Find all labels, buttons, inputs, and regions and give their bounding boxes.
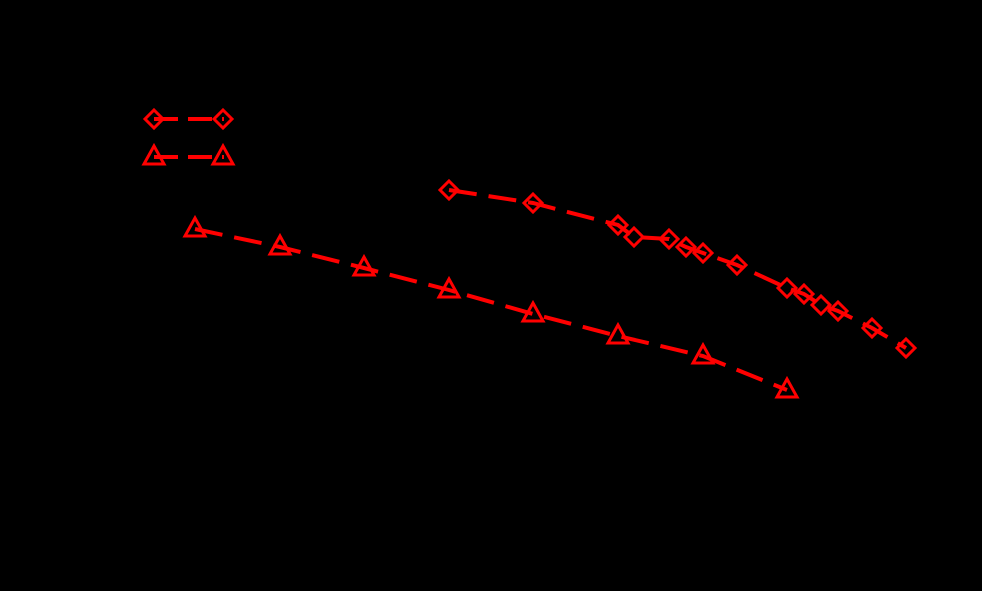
diamond-marker-icon: [674, 235, 698, 259]
diamond-marker-icon: [775, 276, 799, 300]
series-triangle: [182, 214, 800, 399]
series-diamond: [437, 178, 918, 360]
diamond-marker-icon: [860, 316, 884, 340]
triangle-marker-icon: [690, 341, 716, 365]
series-line: [448, 188, 908, 350]
diamond-marker-icon: [521, 191, 545, 215]
diamond-marker-icon: [142, 107, 166, 131]
triangle-marker-icon: [351, 253, 377, 277]
triangle-marker-icon: [267, 232, 293, 256]
diamond-marker-icon: [657, 227, 681, 251]
diamond-marker-icon: [725, 253, 749, 277]
diamond-marker-icon: [606, 213, 630, 237]
triangle-marker-icon: [182, 214, 208, 238]
legend-entry-triangle: [141, 142, 236, 166]
diamond-marker-icon: [826, 299, 850, 323]
diamond-marker-icon: [809, 293, 833, 317]
diamond-marker-icon: [691, 241, 715, 265]
diamond-marker-icon: [622, 225, 646, 249]
triangle-marker-icon: [141, 142, 167, 166]
diamond-marker-icon: [792, 282, 816, 306]
triangle-marker-icon: [436, 275, 462, 299]
plot-area: [182, 178, 918, 399]
diamond-marker-icon: [437, 178, 461, 202]
diamond-marker-icon: [894, 336, 918, 360]
triangle-marker-icon: [605, 321, 631, 345]
triangle-marker-icon: [210, 142, 236, 166]
legend-entry-diamond: [142, 107, 235, 131]
series-line: [194, 227, 788, 392]
triangle-marker-icon: [520, 299, 546, 323]
legend: [141, 107, 236, 166]
diamond-marker-icon: [211, 107, 235, 131]
triangle-marker-icon: [774, 375, 800, 399]
